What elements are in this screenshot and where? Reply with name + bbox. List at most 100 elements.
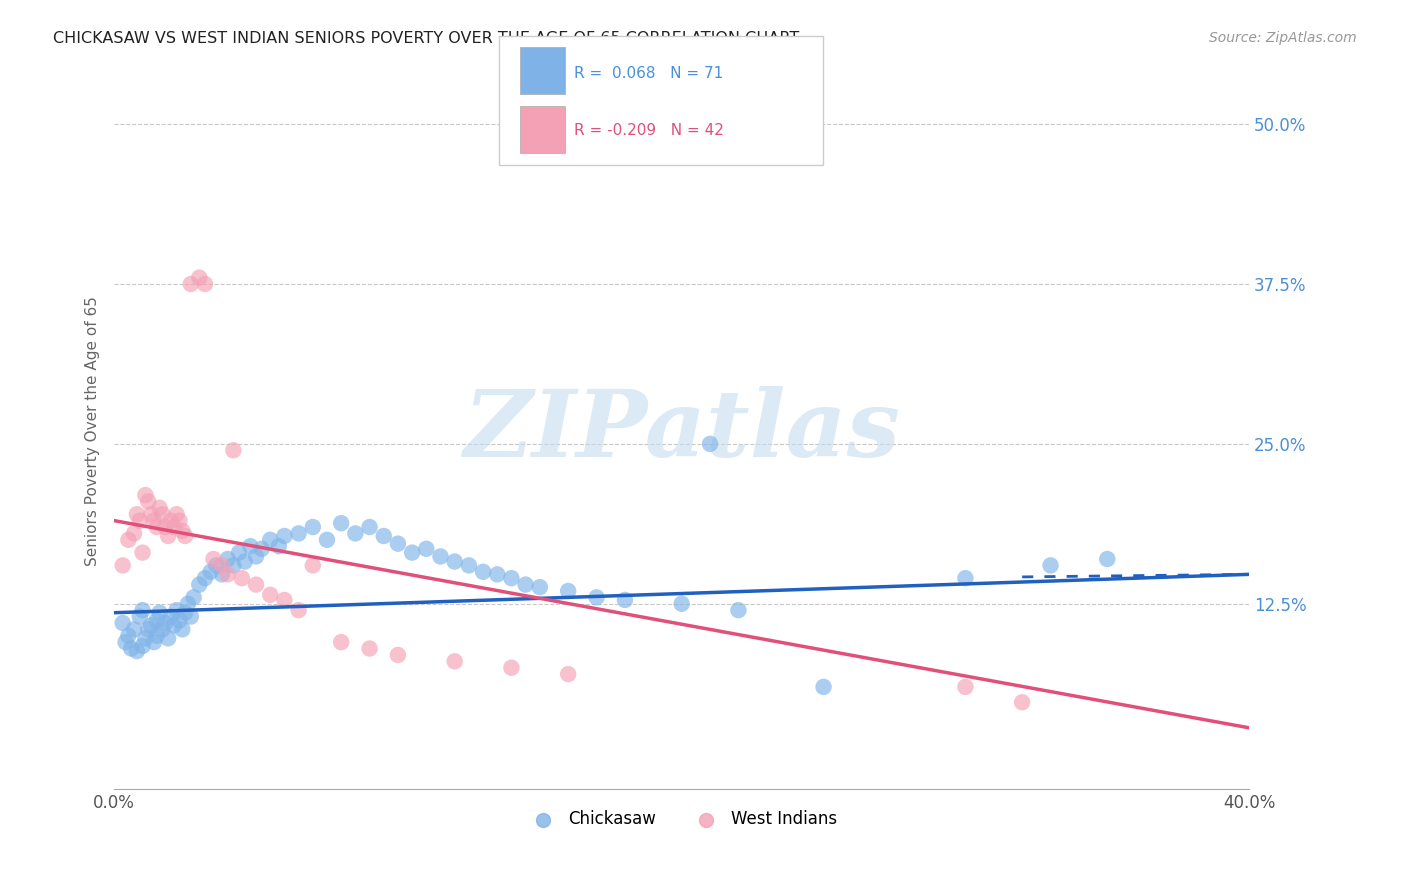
Point [111, 615, 134, 630]
Point [166, 507, 188, 521]
Point [142, 635, 165, 649]
Point [273, 593, 295, 607]
Point [415, 541, 437, 556]
Point [727, 603, 749, 617]
Point [122, 526, 145, 541]
Point [239, 539, 262, 553]
Point [157, 632, 180, 646]
Point [131, 546, 153, 560]
Point [163, 520, 186, 534]
Point [117, 533, 139, 547]
Point [145, 520, 167, 534]
Text: Source: ZipAtlas.com: Source: ZipAtlas.com [1209, 31, 1357, 45]
Point [515, 577, 537, 591]
Point [359, 641, 381, 656]
Point [501, 661, 523, 675]
Point [117, 629, 139, 643]
Point [194, 571, 217, 585]
Point [163, 618, 186, 632]
Legend: Chickasaw, West Indians: Chickasaw, West Indians [520, 804, 844, 835]
Point [287, 603, 309, 617]
Point [222, 558, 245, 573]
Point [457, 558, 479, 573]
Point [145, 614, 167, 628]
Point [259, 588, 281, 602]
Point [134, 488, 156, 502]
Point [486, 567, 509, 582]
Point [557, 584, 579, 599]
Point [613, 593, 636, 607]
Point [149, 500, 172, 515]
Point [217, 567, 239, 582]
Point [177, 597, 200, 611]
Point [287, 526, 309, 541]
Point [174, 606, 197, 620]
Point [188, 270, 211, 285]
Point [211, 567, 233, 582]
Text: CHICKASAW VS WEST INDIAN SENIORS POVERTY OVER THE AGE OF 65 CORRELATION CHART: CHICKASAW VS WEST INDIAN SENIORS POVERTY… [53, 31, 800, 46]
Point [1011, 695, 1033, 709]
Point [205, 558, 228, 573]
Point [136, 623, 159, 637]
Point [301, 558, 323, 573]
Point [501, 571, 523, 585]
Point [128, 514, 150, 528]
Point [955, 571, 977, 585]
Point [1039, 558, 1062, 573]
Point [125, 507, 148, 521]
Point [443, 654, 465, 668]
Point [429, 549, 451, 564]
Point [373, 529, 395, 543]
Point [316, 533, 339, 547]
Text: R =  0.068   N = 71: R = 0.068 N = 71 [574, 66, 723, 81]
Point [344, 526, 367, 541]
Point [166, 603, 188, 617]
Point [250, 541, 273, 556]
Point [180, 277, 202, 291]
Point [200, 565, 222, 579]
Point [222, 443, 245, 458]
Point [128, 609, 150, 624]
Point [211, 558, 233, 573]
Point [160, 514, 183, 528]
Point [231, 571, 253, 585]
Point [136, 494, 159, 508]
Point [139, 618, 162, 632]
Point [472, 565, 495, 579]
Point [585, 591, 607, 605]
Point [401, 546, 423, 560]
Point [259, 533, 281, 547]
Point [142, 514, 165, 528]
Point [120, 641, 142, 656]
Point [529, 580, 551, 594]
Point [233, 555, 256, 569]
Point [557, 667, 579, 681]
Point [267, 539, 290, 553]
Point [174, 529, 197, 543]
Point [139, 507, 162, 521]
Point [183, 591, 205, 605]
Point [169, 514, 191, 528]
Text: ZIPatlas: ZIPatlas [463, 386, 900, 476]
Point [134, 632, 156, 646]
Text: R = -0.209   N = 42: R = -0.209 N = 42 [574, 123, 724, 138]
Point [131, 639, 153, 653]
Point [111, 558, 134, 573]
Point [1097, 552, 1119, 566]
Point [155, 520, 177, 534]
Point [152, 507, 174, 521]
Point [671, 597, 693, 611]
Point [155, 615, 177, 630]
Point [228, 546, 250, 560]
Point [172, 524, 194, 538]
Point [699, 437, 721, 451]
Point [145, 629, 167, 643]
Point [188, 577, 211, 591]
Point [387, 648, 409, 662]
Point [202, 552, 225, 566]
Point [122, 623, 145, 637]
Point [813, 680, 835, 694]
Point [443, 555, 465, 569]
Point [301, 520, 323, 534]
Point [160, 609, 183, 624]
